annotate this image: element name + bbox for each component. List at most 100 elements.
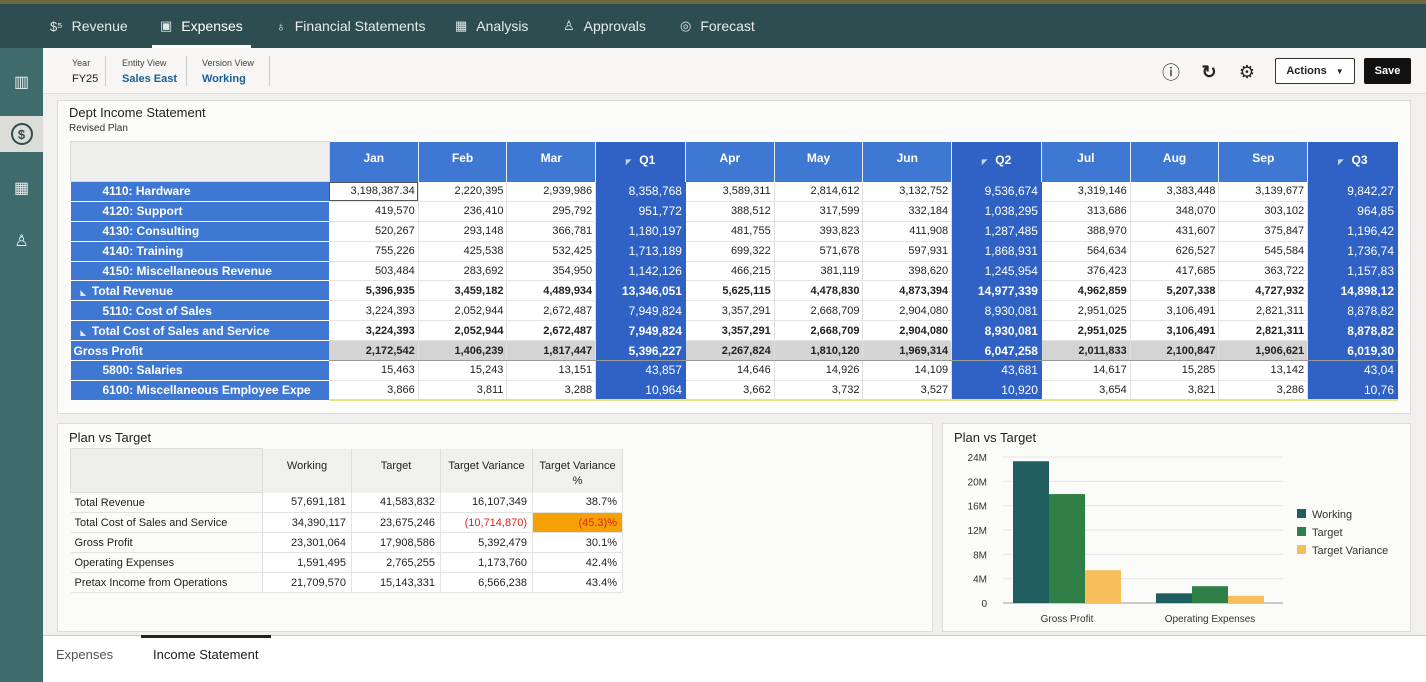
refresh-icon[interactable]: ↻ bbox=[1201, 61, 1217, 82]
tab-revenue[interactable]: $⁵ Revenue bbox=[50, 4, 128, 48]
data-cell[interactable]: 9,536,674 bbox=[951, 181, 1042, 202]
collapse-icon[interactable]: ◤ bbox=[1338, 158, 1344, 166]
data-cell[interactable]: 3,357,291 bbox=[685, 300, 775, 322]
data-cell[interactable]: 545,584 bbox=[1218, 241, 1309, 262]
data-cell[interactable]: 10,964 bbox=[595, 380, 686, 401]
data-cell[interactable]: 1,406,239 bbox=[418, 340, 508, 362]
data-cell[interactable]: 3,654 bbox=[1041, 380, 1131, 401]
data-cell[interactable]: 2,814,612 bbox=[774, 181, 864, 202]
tab-expenses-bottom[interactable]: Expenses bbox=[56, 647, 114, 662]
collapse-icon[interactable]: ◤ bbox=[625, 158, 632, 166]
data-cell[interactable]: 2,951,025 bbox=[1041, 300, 1131, 322]
data-cell[interactable]: 951,772 bbox=[595, 201, 686, 222]
data-cell[interactable]: 43.4% bbox=[532, 572, 623, 593]
data-cell[interactable]: 14,898,12 bbox=[1307, 280, 1398, 302]
column-header-aug[interactable]: Aug bbox=[1129, 141, 1219, 182]
row-header[interactable]: 4110: Hardware bbox=[70, 181, 330, 202]
data-cell[interactable]: 3,106,491 bbox=[1130, 320, 1220, 342]
data-cell[interactable]: 41,583,832 bbox=[351, 492, 441, 513]
data-cell[interactable]: 564,634 bbox=[1041, 241, 1131, 262]
data-cell[interactable]: 43,857 bbox=[595, 360, 686, 381]
data-cell[interactable]: 2,904,080 bbox=[862, 320, 953, 342]
data-cell[interactable]: 1,180,197 bbox=[595, 221, 686, 242]
data-cell[interactable]: 2,821,311 bbox=[1218, 320, 1309, 342]
data-cell[interactable]: 30.1% bbox=[532, 532, 623, 553]
data-cell[interactable]: 2,904,080 bbox=[862, 300, 953, 322]
data-cell[interactable]: 2,220,395 bbox=[418, 181, 508, 202]
data-cell[interactable]: 3,139,677 bbox=[1218, 181, 1309, 202]
data-cell[interactable]: 388,512 bbox=[685, 201, 775, 222]
data-cell[interactable]: 348,070 bbox=[1130, 201, 1220, 222]
data-cell[interactable]: 2,100,847 bbox=[1130, 340, 1220, 362]
pov-entity[interactable]: Entity View Sales East bbox=[122, 58, 177, 85]
data-cell[interactable]: 2,052,944 bbox=[418, 300, 508, 322]
row-header[interactable]: 4130: Consulting bbox=[70, 221, 330, 242]
data-cell[interactable]: 8,930,081 bbox=[951, 300, 1042, 322]
data-cell[interactable]: 23,301,064 bbox=[262, 532, 352, 553]
data-cell[interactable]: 8,358,768 bbox=[595, 181, 686, 202]
data-cell[interactable]: 8,878,82 bbox=[1307, 320, 1398, 342]
data-cell[interactable]: 43,681 bbox=[951, 360, 1042, 381]
data-cell[interactable]: 626,527 bbox=[1130, 241, 1220, 262]
data-cell[interactable]: 964,85 bbox=[1307, 201, 1398, 222]
data-cell[interactable]: 15,143,331 bbox=[351, 572, 441, 593]
data-cell[interactable]: 14,617 bbox=[1041, 360, 1131, 381]
data-cell[interactable]: 23,675,246 bbox=[351, 512, 441, 533]
data-cell[interactable]: 2,821,311 bbox=[1218, 300, 1309, 322]
data-cell[interactable]: 1,287,485 bbox=[951, 221, 1042, 242]
data-cell[interactable]: 375,847 bbox=[1218, 221, 1309, 242]
data-cell[interactable]: 1,591,495 bbox=[262, 552, 352, 573]
row-label[interactable]: Gross Profit bbox=[70, 532, 263, 553]
column-header[interactable]: Working bbox=[262, 448, 352, 493]
data-cell[interactable]: 2,672,487 bbox=[506, 320, 597, 342]
data-cell[interactable]: 2,172,542 bbox=[329, 340, 419, 362]
data-cell[interactable]: 354,950 bbox=[506, 261, 597, 282]
data-cell[interactable]: 3,589,311 bbox=[685, 181, 775, 202]
data-cell[interactable]: 520,267 bbox=[329, 221, 419, 242]
data-cell[interactable]: 1,736,74 bbox=[1307, 241, 1398, 262]
data-cell[interactable]: 14,926 bbox=[774, 360, 864, 381]
data-cell[interactable]: 4,873,394 bbox=[862, 280, 953, 302]
data-cell[interactable]: 2,672,487 bbox=[506, 300, 597, 322]
column-header-may[interactable]: May bbox=[773, 141, 863, 182]
data-cell[interactable]: 363,722 bbox=[1218, 261, 1309, 282]
data-cell[interactable]: 3,357,291 bbox=[685, 320, 775, 342]
row-header[interactable]: 4150: Miscellaneous Revenue bbox=[70, 261, 330, 282]
data-cell[interactable]: 503,484 bbox=[329, 261, 419, 282]
data-cell[interactable]: 43,04 bbox=[1307, 360, 1398, 381]
data-cell[interactable]: 398,620 bbox=[862, 261, 953, 282]
gear-icon[interactable]: ⚙ bbox=[1238, 61, 1256, 82]
data-cell[interactable]: 34,390,117 bbox=[262, 512, 352, 533]
data-cell[interactable]: 3,224,393 bbox=[329, 300, 419, 322]
data-cell[interactable]: 283,692 bbox=[418, 261, 508, 282]
rail-item-chart[interactable]: ▥ bbox=[0, 64, 43, 100]
tab-approvals[interactable]: ♙ Approvals bbox=[563, 4, 646, 48]
data-cell[interactable]: 419,570 bbox=[329, 201, 419, 222]
data-cell[interactable]: 317,599 bbox=[774, 201, 864, 222]
pov-entity-value[interactable]: Sales East bbox=[122, 73, 178, 85]
row-label[interactable]: Pretax Income from Operations bbox=[70, 572, 263, 593]
data-cell[interactable]: 3,288 bbox=[506, 380, 597, 401]
data-cell[interactable]: 1,810,120 bbox=[774, 340, 864, 362]
data-cell[interactable]: 1,157,83 bbox=[1307, 261, 1398, 282]
row-header[interactable]: 4140: Training bbox=[70, 241, 330, 262]
data-cell[interactable]: 5,396,935 bbox=[329, 280, 419, 302]
data-cell[interactable]: 1,142,126 bbox=[595, 261, 686, 282]
data-cell[interactable]: 2,765,255 bbox=[351, 552, 441, 573]
column-header-jun[interactable]: Jun bbox=[862, 141, 952, 182]
column-header[interactable]: Target Variance bbox=[440, 448, 533, 493]
data-cell[interactable]: 15,463 bbox=[329, 360, 419, 381]
data-cell[interactable]: 303,102 bbox=[1218, 201, 1309, 222]
data-cell[interactable]: 381,119 bbox=[774, 261, 864, 282]
data-cell[interactable]: 4,489,934 bbox=[506, 280, 597, 302]
data-cell[interactable]: 13,142 bbox=[1218, 360, 1309, 381]
data-cell[interactable]: 466,215 bbox=[685, 261, 775, 282]
data-cell[interactable]: 57,691,181 bbox=[262, 492, 352, 513]
data-cell[interactable]: 14,109 bbox=[862, 360, 953, 381]
data-cell[interactable]: 7,949,824 bbox=[595, 320, 686, 342]
column-header-jan[interactable]: Jan bbox=[328, 141, 419, 182]
tab-forecast[interactable]: ◎ Forecast bbox=[680, 4, 755, 48]
data-cell[interactable]: 13,151 bbox=[506, 360, 597, 381]
tab-expenses[interactable]: ▣ Expenses bbox=[152, 4, 251, 48]
row-header[interactable]: 4120: Support bbox=[70, 201, 330, 222]
